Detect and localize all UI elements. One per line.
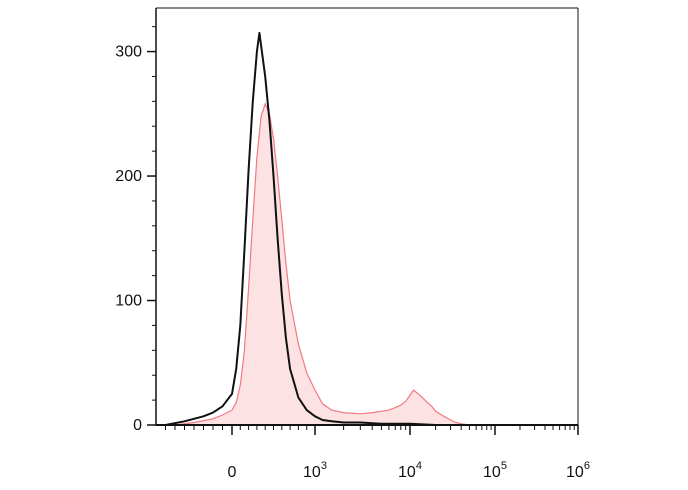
y-tick-label-300: 300 bbox=[115, 44, 142, 61]
y-tick-label-200: 200 bbox=[115, 168, 142, 185]
plot-layer bbox=[165, 31, 495, 426]
y-tick-label-100: 100 bbox=[115, 293, 142, 310]
x-tick-label-104: 104 bbox=[398, 460, 422, 481]
x-tick-label-0: 0 bbox=[228, 464, 237, 481]
x-tick-label-103: 103 bbox=[303, 460, 327, 481]
x-tick-label-105: 105 bbox=[483, 460, 507, 481]
series-control-line bbox=[165, 31, 495, 426]
axis-layer: 0 100 200 300 0 103 104 105 106 bbox=[115, 7, 590, 481]
y-tick-label-0: 0 bbox=[133, 417, 142, 434]
series-sample-outline bbox=[174, 102, 495, 426]
x-tick-label-106: 106 bbox=[566, 460, 590, 481]
series-sample-fill bbox=[175, 103, 495, 426]
